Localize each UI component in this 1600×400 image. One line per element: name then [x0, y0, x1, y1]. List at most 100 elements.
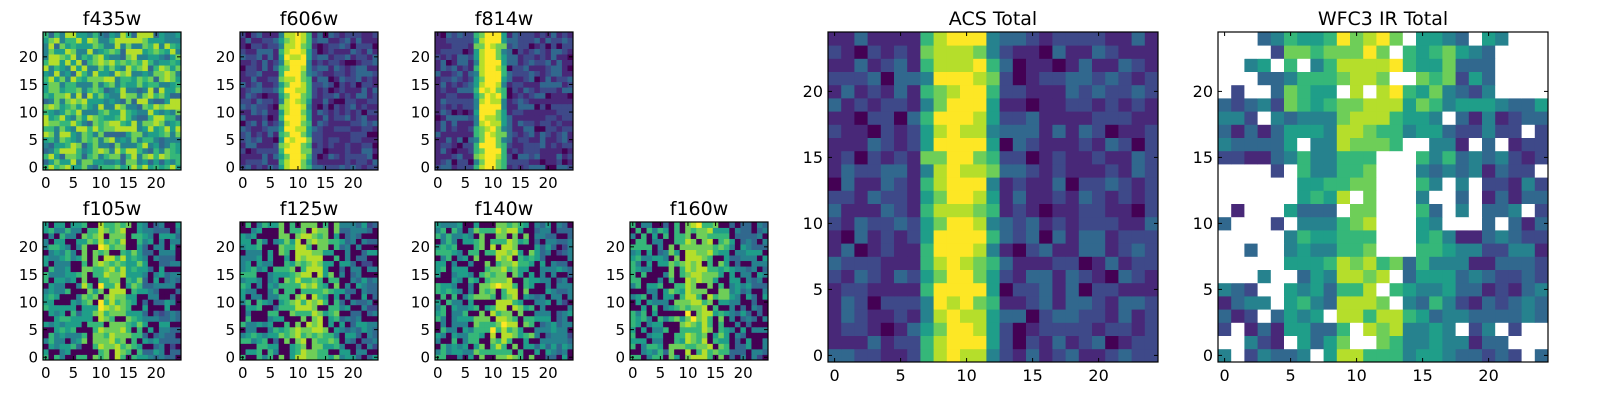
heatmap-cell: [311, 244, 318, 250]
heatmap-cell: [528, 238, 535, 245]
heatmap-cell: [114, 310, 121, 317]
heatmap-cell: [523, 103, 530, 110]
heatmap-cell: [534, 158, 541, 165]
heatmap-cell: [54, 326, 60, 333]
heatmap-cell: [306, 227, 313, 234]
heatmap-cell: [361, 114, 368, 121]
heatmap-cell: [311, 227, 318, 234]
heatmap-cell: [1012, 309, 1027, 323]
heatmap-cell: [43, 255, 49, 262]
heatmap-cell: [484, 109, 491, 116]
heatmap-cell: [545, 125, 552, 132]
heatmap-cell: [1105, 296, 1119, 310]
heatmap-cell: [457, 315, 463, 322]
heatmap-cell: [751, 315, 758, 322]
heatmap-cell: [350, 299, 357, 306]
heatmap-cell: [273, 310, 280, 317]
heatmap-cell: [435, 227, 441, 234]
heatmap-cell: [635, 293, 642, 300]
heatmap-cell: [468, 54, 475, 60]
heatmap-cell: [98, 43, 105, 49]
heatmap-cell: [344, 54, 351, 60]
heatmap-cell: [479, 255, 486, 262]
heatmap-cell: [43, 103, 49, 110]
heatmap-cell: [907, 348, 921, 363]
heatmap-cell: [734, 282, 741, 289]
heatmap-cell: [556, 293, 563, 300]
heatmap-cell: [756, 222, 763, 228]
heatmap-cell: [267, 233, 274, 239]
heatmap-cell: [756, 315, 763, 322]
heatmap-cell: [561, 70, 568, 77]
heatmap-cell: [344, 282, 351, 289]
heatmap-cell: [1039, 322, 1053, 336]
heatmap-cell: [517, 76, 524, 83]
heatmap-cell: [1065, 282, 1080, 297]
heatmap-cell: [663, 343, 670, 350]
heatmap-cell: [65, 153, 71, 160]
heatmap-cell: [87, 147, 94, 154]
heatmap-cell: [158, 98, 165, 105]
heatmap-cell: [328, 266, 335, 273]
heatmap-cell: [635, 238, 642, 245]
heatmap-cell: [322, 271, 329, 278]
heatmap-cell: [468, 299, 475, 306]
heatmap-cell: [451, 244, 458, 250]
heatmap-cell: [690, 354, 697, 361]
heatmap-cell: [262, 81, 268, 88]
heatmap-cell: [501, 92, 508, 99]
heatmap-cell: [712, 227, 719, 234]
heatmap-cell: [641, 332, 647, 339]
heatmap-cell: [1039, 243, 1053, 257]
heatmap-cell: [501, 348, 508, 355]
heatmap-cell: [164, 87, 171, 94]
heatmap-cell: [762, 266, 769, 273]
heatmap-cell: [435, 70, 441, 77]
heatmap-cell: [317, 32, 324, 38]
heatmap-cell: [87, 310, 94, 317]
heatmap-cell: [70, 310, 77, 317]
heatmap-cell: [322, 153, 329, 160]
heatmap-cell: [539, 48, 546, 55]
heatmap-cell: [501, 125, 508, 132]
heatmap-cell: [65, 147, 71, 154]
heatmap-cell: [65, 299, 71, 306]
heatmap-cell: [646, 260, 653, 267]
heatmap-cell: [103, 120, 110, 127]
heatmap-cell: [740, 266, 747, 273]
heatmap-cell: [462, 249, 469, 256]
heatmap-cell: [125, 288, 132, 295]
heatmap-cell: [729, 354, 736, 361]
heatmap-cell: [762, 288, 769, 295]
heatmap-cell: [81, 131, 88, 138]
heatmap-cell: [841, 309, 855, 323]
heatmap-cell: [512, 98, 519, 105]
heatmap-cell: [48, 310, 55, 317]
heatmap-cell: [745, 315, 752, 322]
heatmap-cell: [344, 131, 351, 138]
heatmap-cell: [635, 249, 642, 256]
heatmap-cell: [867, 190, 882, 204]
heatmap-cell: [479, 293, 486, 300]
heatmap-cell: [54, 299, 60, 306]
heatmap-cell: [131, 147, 138, 154]
heatmap-cell: [561, 98, 568, 105]
heatmap-cell: [284, 98, 291, 105]
heatmap-cell: [284, 277, 291, 284]
heatmap-cell: [70, 65, 77, 72]
heatmap-cell: [479, 222, 486, 228]
heatmap-cell: [98, 158, 105, 165]
heatmap-cell: [267, 81, 274, 88]
heatmap-cell: [245, 244, 252, 250]
heatmap-cell: [707, 288, 714, 295]
heatmap-cell: [495, 109, 502, 116]
heatmap-cell: [256, 282, 263, 289]
heatmap-cell: [561, 81, 568, 88]
heatmap-cell: [267, 288, 274, 295]
heatmap-cell: [311, 109, 318, 116]
heatmap-cell: [317, 158, 324, 165]
heatmap-cell: [59, 92, 66, 99]
heatmap-cell: [523, 76, 530, 83]
heatmap-cell: [103, 147, 110, 154]
heatmap-cell: [70, 326, 77, 333]
